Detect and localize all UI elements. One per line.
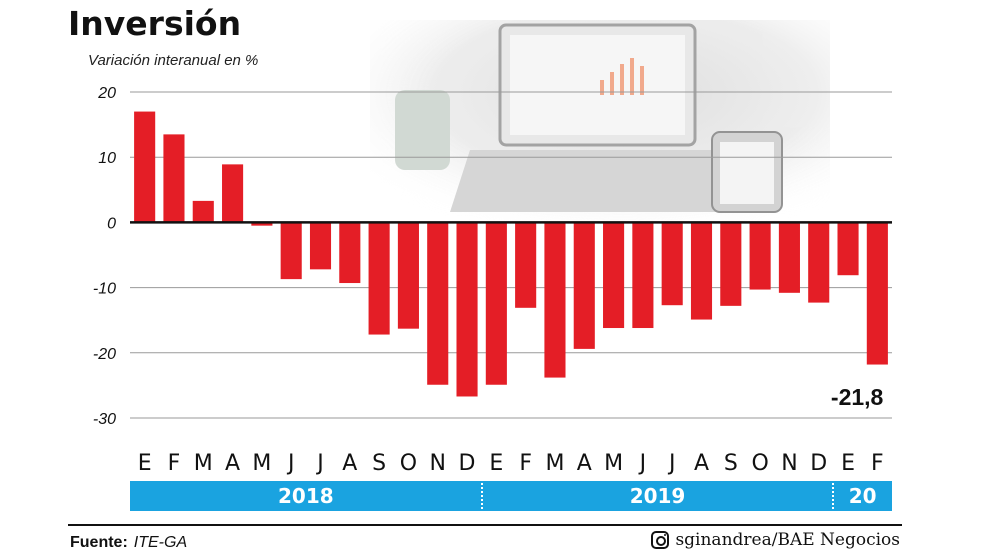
x-tick-label: J: [286, 451, 295, 476]
x-tick-label: F: [519, 451, 532, 476]
bar-1: [134, 111, 156, 223]
x-tick-label: A: [225, 451, 240, 476]
source-value: ITE-GA: [133, 534, 188, 551]
source-label: Fuente:: [70, 534, 128, 551]
bar-4: [222, 164, 244, 223]
x-tick-label: N: [429, 451, 445, 476]
year-label-2018: 2018: [278, 484, 334, 508]
x-tick-label: S: [724, 451, 738, 476]
x-tick-label: M: [252, 451, 271, 476]
x-tick-label: M: [545, 451, 564, 476]
instagram-icon: [651, 531, 670, 549]
x-tick-label: E: [489, 451, 503, 476]
year-separator: [832, 483, 835, 509]
x-tick-label: M: [194, 451, 213, 476]
data-label-last: -21,8: [831, 384, 884, 410]
x-tick-label: A: [342, 451, 357, 476]
x-tick-label: D: [810, 451, 827, 476]
x-tick-label: J: [315, 451, 324, 476]
bar-21: [720, 222, 742, 306]
year-separator: [480, 483, 483, 509]
bar-7: [309, 222, 332, 270]
bar-10: [397, 222, 419, 329]
bar-15: [544, 222, 566, 378]
x-tick-label: J: [638, 451, 647, 476]
y-tick-label: -30: [93, 411, 116, 428]
x-tick-label: J: [667, 451, 676, 476]
year-band: 2018 2019 20: [130, 481, 892, 511]
bar-5: [251, 222, 273, 226]
x-tick-label: O: [400, 451, 417, 476]
bar-16: [573, 222, 595, 349]
bar-18: [632, 222, 654, 329]
x-tick-label: O: [751, 451, 768, 476]
footer-divider: [68, 524, 902, 526]
x-tick-label: A: [694, 451, 709, 476]
bar-20: [690, 222, 713, 320]
year-label-2019: 2019: [629, 484, 686, 508]
chart-title: Inversión: [68, 4, 242, 43]
bar-2: [163, 134, 185, 223]
bar-9: [368, 222, 390, 335]
bar-19: [661, 222, 683, 306]
bar-17: [603, 222, 625, 329]
bar-25: [837, 222, 859, 276]
year-label-20: 20: [848, 484, 877, 508]
source-line: Fuente: ITE-GA: [70, 534, 187, 552]
bar-13: [485, 222, 507, 385]
bar-8: [339, 222, 361, 284]
y-tick-label: 10: [98, 150, 116, 167]
bar-14: [515, 222, 537, 308]
x-tick-label: F: [168, 451, 181, 476]
bar-11: [427, 222, 449, 385]
bar-22: [749, 222, 771, 290]
x-tick-label: M: [604, 451, 623, 476]
x-tick-label: N: [781, 451, 797, 476]
bar-26: [866, 222, 888, 365]
x-tick-label: E: [138, 451, 152, 476]
bar-23: [778, 222, 800, 293]
x-tick-label: E: [841, 451, 855, 476]
bar-6: [280, 222, 302, 280]
credit-text: sginandrea/BAE Negocios: [675, 530, 900, 550]
x-tick-label: D: [459, 451, 476, 476]
y-tick-label: -20: [93, 346, 116, 363]
chart-subtitle: Variación interanual en %: [88, 52, 259, 69]
y-tick-label: 0: [107, 215, 116, 232]
y-tick-label: 20: [97, 85, 116, 102]
bar-24: [808, 222, 830, 303]
x-tick-label: S: [372, 451, 386, 476]
x-tick-label: A: [577, 451, 592, 476]
bar-3: [192, 200, 214, 223]
credit-line: sginandrea/BAE Negocios: [651, 530, 900, 550]
x-tick-label: F: [871, 451, 884, 476]
background-photo: [370, 20, 830, 230]
y-tick-label: -10: [93, 281, 116, 298]
bar-12: [456, 222, 478, 397]
